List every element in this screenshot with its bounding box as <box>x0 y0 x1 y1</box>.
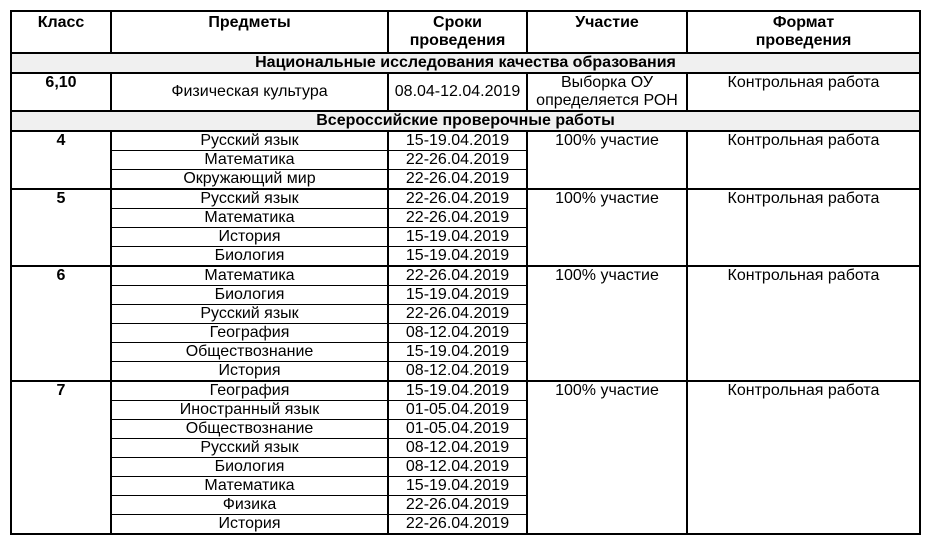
group-row-class-6: 6 Математика 22-26.04.2019 100% участие … <box>10 265 921 382</box>
column-header-participation: Участие <box>526 10 688 54</box>
format-cell: Контрольная работа <box>686 72 921 112</box>
participation-cell: Выборка ОУ определяется РОН <box>526 72 688 112</box>
dates-cell: 15-19.04.2019 <box>387 246 528 267</box>
class-cell: 7 <box>10 380 112 535</box>
participation-cell: 100% участие <box>526 380 688 535</box>
table-row: Биология 15-19.04.2019 <box>11 246 920 267</box>
assessment-schedule-table: Класс Предметы Сроки проведения Участие … <box>10 10 921 535</box>
dates-cell: 22-26.04.2019 <box>387 495 528 515</box>
subject-cell: Биология <box>110 285 389 305</box>
table-row: История 15-19.04.2019 <box>11 227 920 247</box>
subject-cell: Физика <box>110 495 389 515</box>
participation-cell: 100% участие <box>526 188 688 267</box>
section-title: Всероссийские проверочные работы <box>10 110 921 132</box>
subject-cell: Физическая культура <box>110 72 389 112</box>
header-row: Класс Предметы Сроки проведения Участие … <box>10 10 921 54</box>
group-row-class-5: 5 Русский язык 22-26.04.2019 100% участи… <box>10 188 921 267</box>
dates-cell: 01-05.04.2019 <box>387 419 528 439</box>
dates-cell: 15-19.04.2019 <box>387 380 528 401</box>
dates-cell: 15-19.04.2019 <box>387 285 528 305</box>
dates-cell: 01-05.04.2019 <box>387 400 528 420</box>
group-row-class-6-10: 6,10 Физическая культура 08.04-12.04.201… <box>10 72 921 112</box>
participation-cell: 100% участие <box>526 130 688 190</box>
format-cell: Контрольная работа <box>686 188 921 267</box>
column-header-dates: Сроки проведения <box>387 10 528 54</box>
subject-cell: География <box>110 380 389 401</box>
table-row: Обществознание 15-19.04.2019 <box>11 342 920 362</box>
format-cell: Контрольная работа <box>686 265 921 382</box>
dates-cell: 22-26.04.2019 <box>387 169 528 190</box>
subject-cell: География <box>110 323 389 343</box>
table-row: Биология 08-12.04.2019 <box>11 457 920 477</box>
dates-cell: 08.04-12.04.2019 <box>387 72 528 112</box>
format-cell: Контрольная работа <box>686 130 921 190</box>
subject-cell: Математика <box>110 265 389 286</box>
dates-cell: 15-19.04.2019 <box>387 342 528 362</box>
dates-cell: 15-19.04.2019 <box>387 227 528 247</box>
subject-cell: Обществознание <box>110 419 389 439</box>
table-row: История 22-26.04.2019 <box>11 514 920 535</box>
dates-cell: 22-26.04.2019 <box>387 304 528 324</box>
table-row: Математика 22-26.04.2019 <box>11 150 920 170</box>
subject-cell: История <box>110 227 389 247</box>
subject-cell: Русский язык <box>110 304 389 324</box>
subject-cell: Русский язык <box>110 438 389 458</box>
column-header-class: Класс <box>10 10 112 54</box>
dates-cell: 22-26.04.2019 <box>387 188 528 209</box>
subject-cell: Русский язык <box>110 130 389 151</box>
group-row-class-7: 7 География 15-19.04.2019 100% участие К… <box>10 380 921 535</box>
table-row: Обществознание 01-05.04.2019 <box>11 419 920 439</box>
dates-cell: 08-12.04.2019 <box>387 323 528 343</box>
table-row: География 08-12.04.2019 <box>11 323 920 343</box>
subject-cell: История <box>110 361 389 382</box>
dates-cell: 08-12.04.2019 <box>387 361 528 382</box>
class-cell: 4 <box>10 130 112 190</box>
subject-cell: Обществознание <box>110 342 389 362</box>
dates-cell: 08-12.04.2019 <box>387 457 528 477</box>
column-header-format: Формат проведения <box>686 10 921 54</box>
subject-cell: Математика <box>110 208 389 228</box>
dates-cell: 22-26.04.2019 <box>387 150 528 170</box>
dates-cell: 08-12.04.2019 <box>387 438 528 458</box>
table-row: Русский язык 08-12.04.2019 <box>11 438 920 458</box>
dates-cell: 22-26.04.2019 <box>387 514 528 535</box>
table-row: Иностранный язык 01-05.04.2019 <box>11 400 920 420</box>
subject-cell: Окружающий мир <box>110 169 389 190</box>
dates-cell: 22-26.04.2019 <box>387 208 528 228</box>
table-row: Математика 22-26.04.2019 <box>11 208 920 228</box>
subject-cell: Биология <box>110 457 389 477</box>
dates-cell: 15-19.04.2019 <box>387 130 528 151</box>
dates-cell: 22-26.04.2019 <box>387 265 528 286</box>
group-row-class-4: 4 Русский язык 15-19.04.2019 100% участи… <box>10 130 921 190</box>
participation-cell: 100% участие <box>526 265 688 382</box>
class-cell: 5 <box>10 188 112 267</box>
subject-cell: Биология <box>110 246 389 267</box>
section-header-vpr: Всероссийские проверочные работы <box>10 110 921 132</box>
format-cell: Контрольная работа <box>686 380 921 535</box>
subject-cell: Математика <box>110 150 389 170</box>
column-header-subjects: Предметы <box>110 10 389 54</box>
subject-cell: Иностранный язык <box>110 400 389 420</box>
table-row: Физика 22-26.04.2019 <box>11 495 920 515</box>
table-row: Русский язык 22-26.04.2019 <box>11 304 920 324</box>
section-title: Национальные исследования качества образ… <box>10 52 921 74</box>
class-cell: 6,10 <box>10 72 112 112</box>
section-header-national-studies: Национальные исследования качества образ… <box>10 52 921 74</box>
subject-cell: Математика <box>110 476 389 496</box>
table-row: История 08-12.04.2019 <box>11 361 920 382</box>
subject-cell: Русский язык <box>110 188 389 209</box>
class-cell: 6 <box>10 265 112 382</box>
dates-cell: 15-19.04.2019 <box>387 476 528 496</box>
subject-cell: История <box>110 514 389 535</box>
